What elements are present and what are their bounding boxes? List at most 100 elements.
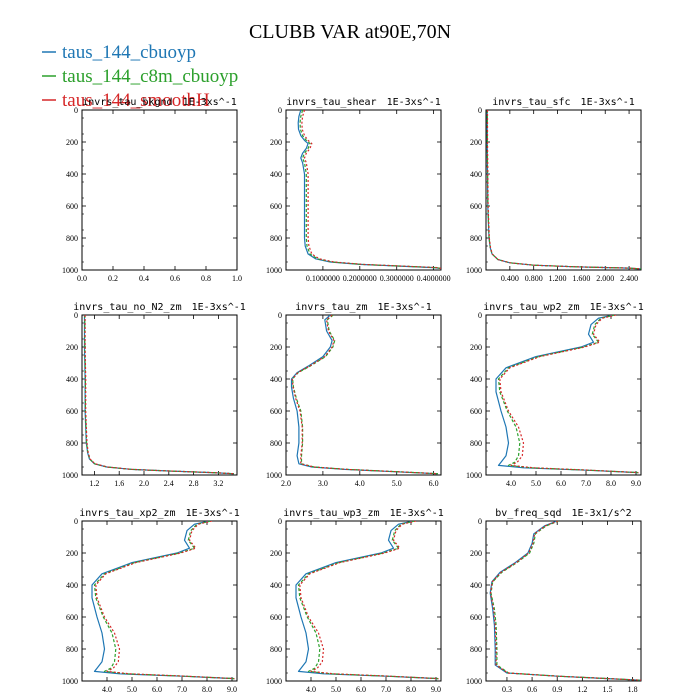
y-tick-label: 0 bbox=[278, 106, 282, 115]
x-tick-label: 4.0 bbox=[306, 685, 316, 694]
panel-title-units: 1E-3xs^-1 bbox=[390, 508, 444, 519]
x-tick-label: 5.0 bbox=[392, 479, 402, 488]
y-tick-label: 800 bbox=[270, 645, 282, 654]
panel-title-units: 1E-3xs^-1 bbox=[581, 97, 635, 108]
y-tick-label: 200 bbox=[470, 549, 482, 558]
y-tick-label: 600 bbox=[470, 202, 482, 211]
y-tick-label: 600 bbox=[270, 407, 282, 416]
x-tick-label: 0.6 bbox=[170, 274, 180, 283]
plot-frame bbox=[285, 314, 442, 476]
y-tick-label: 200 bbox=[66, 549, 78, 558]
series-line-taus-144-cbuoyp bbox=[486, 110, 641, 270]
x-tick-label: 4.0 bbox=[506, 479, 516, 488]
panel-title-name: bv_freq_sqd bbox=[495, 508, 561, 519]
y-tick-label: 600 bbox=[470, 613, 482, 622]
y-tick-label: 800 bbox=[470, 439, 482, 448]
x-tick-label: 9.0 bbox=[431, 685, 441, 694]
series-line-taus-144-c8m-cbuoyp bbox=[297, 521, 439, 680]
x-tick-label: 1.5 bbox=[602, 685, 612, 694]
panel-9: bv_freq_sqd 1E-3x1/s^2 0 200 400 600 800 1000 0.… bbox=[466, 508, 642, 694]
y-tick-label: 1000 bbox=[62, 677, 78, 686]
panel-title: invrs_tau_zm 1E-3xs^-1 bbox=[295, 302, 431, 313]
series-line-taus-144-smoothH bbox=[490, 521, 641, 681]
x-tick-label: 1.200 bbox=[549, 274, 567, 283]
y-tick-label: 600 bbox=[66, 202, 78, 211]
y-tick-label: 200 bbox=[270, 549, 282, 558]
panel-6: invrs_tau_wp2_zm 1E-3xs^-1 0 200 400 600 800 10… bbox=[466, 302, 644, 488]
y-tick-label: 400 bbox=[66, 170, 78, 179]
x-tick-label: 0.2 bbox=[108, 274, 118, 283]
series-line-taus-144-smoothH bbox=[299, 521, 439, 680]
x-tick-label: 0.3 bbox=[502, 685, 512, 694]
panels: invrs_tau_bkgnd 1E-3xs^-1 0 200 400 600 800 100… bbox=[62, 97, 644, 694]
y-tick-label: 400 bbox=[470, 375, 482, 384]
panel-title-name: invrs_tau_xp2_zm bbox=[79, 508, 175, 519]
y-tick-label: 400 bbox=[270, 170, 282, 179]
panel-2: invrs_tau_shear 1E-3xs^-1 0 200 400 600 800 100… bbox=[266, 97, 451, 283]
panel-title-units: 1E-3xs^-1 bbox=[378, 302, 432, 313]
x-tick-label: 4.0 bbox=[102, 685, 112, 694]
y-tick-label: 400 bbox=[66, 581, 78, 590]
y-tick-label: 1000 bbox=[266, 471, 282, 480]
x-tick-label: 7.0 bbox=[381, 685, 391, 694]
y-tick-label: 1000 bbox=[466, 266, 482, 275]
y-tick-label: 0 bbox=[278, 311, 282, 320]
y-tick-label: 0 bbox=[478, 517, 482, 526]
plot-frame bbox=[485, 520, 642, 682]
y-tick-label: 600 bbox=[270, 613, 282, 622]
y-tick-label: 800 bbox=[470, 645, 482, 654]
x-tick-label: 8.0 bbox=[202, 685, 212, 694]
x-tick-label: 2.400 bbox=[620, 274, 638, 283]
y-tick-label: 600 bbox=[66, 613, 78, 622]
legend-label-2: taus_144_c8m_cbuoyp bbox=[62, 66, 238, 87]
x-tick-label: 7.0 bbox=[581, 479, 591, 488]
series-line-taus-144-smoothH bbox=[95, 521, 235, 680]
y-tick-label: 0 bbox=[478, 106, 482, 115]
series-line-taus-144-c8m-cbuoyp bbox=[497, 315, 639, 474]
panel-title-units: 1E-3xs^-1 bbox=[183, 97, 237, 108]
series-line-taus-144-c8m-cbuoyp bbox=[84, 315, 234, 475]
plot-frame bbox=[81, 109, 238, 271]
x-tick-label: 0.9 bbox=[552, 685, 562, 694]
y-tick-label: 800 bbox=[66, 234, 78, 243]
x-tick-label: 3.2 bbox=[213, 479, 223, 488]
x-tick-label: 9.0 bbox=[227, 685, 237, 694]
x-tick-label: 2.0 bbox=[281, 479, 291, 488]
series-line-taus-144-smoothH bbox=[84, 315, 234, 475]
panel-title: invrs_tau_wp3_zm 1E-3xs^-1 bbox=[283, 508, 444, 519]
y-tick-label: 800 bbox=[66, 645, 78, 654]
x-tick-label: 0.6 bbox=[527, 685, 537, 694]
panel-title-name: invrs_tau_wp2_zm bbox=[483, 302, 579, 313]
plot-frame bbox=[81, 314, 238, 476]
panel-title-units: 1E-3xs^-1 bbox=[192, 302, 246, 313]
y-tick-label: 600 bbox=[270, 202, 282, 211]
y-tick-label: 200 bbox=[470, 343, 482, 352]
panel-5: invrs_tau_zm 1E-3xs^-1 0 200 400 600 800 10002.… bbox=[266, 302, 442, 488]
x-tick-label: 2.4 bbox=[164, 479, 174, 488]
y-tick-label: 800 bbox=[270, 439, 282, 448]
panel-title-name: invrs_tau_zm bbox=[295, 302, 367, 313]
y-tick-label: 400 bbox=[270, 375, 282, 384]
y-tick-label: 0 bbox=[74, 517, 78, 526]
y-tick-label: 1000 bbox=[466, 471, 482, 480]
y-tick-label: 400 bbox=[470, 170, 482, 179]
x-tick-label: 1.0 bbox=[232, 274, 242, 283]
panel-title-units: 1E-3x1/s^2 bbox=[572, 508, 632, 519]
y-tick-label: 800 bbox=[470, 234, 482, 243]
x-tick-label: 6.0 bbox=[429, 479, 439, 488]
panel-title: invrs_tau_no_N2_zm 1E-3xs^-1 bbox=[73, 302, 246, 313]
plot-frame bbox=[285, 520, 442, 682]
panel-4: invrs_tau_no_N2_zm 1E-3xs^-1 0 200 400 600 800… bbox=[62, 302, 246, 488]
plot-frame bbox=[285, 109, 442, 271]
y-tick-label: 200 bbox=[470, 138, 482, 147]
plot-frame bbox=[485, 314, 642, 476]
panel-title-units: 1E-3xs^-1 bbox=[186, 508, 240, 519]
series-line-taus-144-cbuoyp bbox=[91, 521, 235, 680]
x-tick-label: 8.0 bbox=[606, 479, 616, 488]
series-line-taus-144-cbuoyp bbox=[495, 315, 639, 474]
panel-title: invrs_tau_bkgnd 1E-3xs^-1 bbox=[82, 97, 237, 108]
series-line-taus-144-c8m-cbuoyp bbox=[292, 315, 439, 475]
panel-title: invrs_tau_wp2_zm 1E-3xs^-1 bbox=[483, 302, 644, 313]
x-tick-label: 2.0 bbox=[139, 479, 149, 488]
